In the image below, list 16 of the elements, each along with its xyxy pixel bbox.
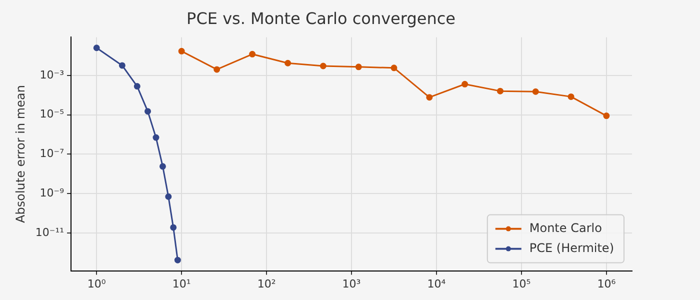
x-tick-label: 10⁰ bbox=[87, 277, 106, 290]
y-tick-label: 10⁻⁹ bbox=[40, 186, 64, 200]
x-tick-label: 10⁶ bbox=[597, 277, 616, 290]
y-tick-label: 10⁻⁵ bbox=[40, 108, 64, 121]
x-tick-label: 10⁴ bbox=[427, 277, 446, 290]
chart-title: PCE vs. Monte Carlo convergence bbox=[186, 8, 456, 28]
x-tick-label: 10³ bbox=[342, 277, 361, 290]
x-tick-label: 10⁵ bbox=[512, 277, 531, 290]
y-axis-title: Absolute error in mean bbox=[13, 85, 28, 223]
legend-label: Monte Carlo bbox=[529, 220, 602, 235]
legend-label: PCE (Hermite) bbox=[529, 240, 614, 255]
y-tick-label: 10⁻⁷ bbox=[40, 147, 64, 160]
x-tick-label: 10¹ bbox=[172, 277, 191, 290]
y-tick-label: 10⁻³ bbox=[40, 68, 64, 82]
y-tick-label: 10⁻¹¹ bbox=[35, 226, 64, 239]
x-tick-label: 10² bbox=[257, 277, 276, 290]
